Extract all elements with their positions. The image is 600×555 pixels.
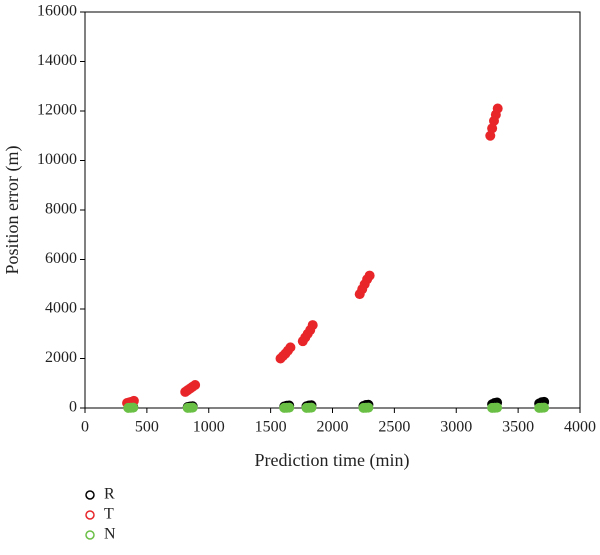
point [285, 342, 296, 353]
y-tick-label: 8000 [45, 201, 77, 218]
y-tick-label: 14000 [37, 52, 77, 69]
y-tick-label: 10000 [37, 151, 77, 168]
point [306, 402, 317, 413]
y-tick-label: 6000 [45, 250, 77, 267]
point [492, 402, 503, 413]
legend-marker [85, 490, 95, 500]
y-axis-label: Position error (m) [2, 146, 23, 275]
x-tick-label: 3500 [502, 419, 534, 436]
point [128, 402, 139, 413]
x-tick-label: 2000 [317, 419, 349, 436]
y-tick-label: 2000 [45, 349, 77, 366]
point [539, 402, 550, 413]
y-tick-label: 0 [69, 399, 77, 416]
y-tick-label: 4000 [45, 300, 77, 317]
legend-marker [85, 510, 95, 520]
x-tick-label: 1500 [255, 419, 287, 436]
point [307, 320, 318, 331]
legend-label: R [104, 486, 115, 503]
point [284, 402, 295, 413]
x-tick-label: 3000 [440, 419, 472, 436]
legend-marker [85, 530, 95, 540]
x-tick-label: 500 [135, 419, 159, 436]
point [190, 379, 201, 390]
legend-label: T [104, 506, 114, 523]
point [187, 402, 198, 413]
x-axis-label: Prediction time (min) [255, 450, 410, 471]
x-tick-label: 1000 [193, 419, 225, 436]
x-tick-label: 2500 [378, 419, 410, 436]
x-tick-label: 4000 [564, 419, 596, 436]
point [492, 103, 503, 114]
y-tick-label: 12000 [37, 102, 77, 119]
legend-label: N [104, 526, 116, 543]
y-tick-label: 16000 [37, 3, 77, 20]
point [363, 402, 374, 413]
x-tick-label: 0 [81, 419, 89, 436]
plot-frame [84, 11, 581, 409]
point [364, 270, 375, 281]
